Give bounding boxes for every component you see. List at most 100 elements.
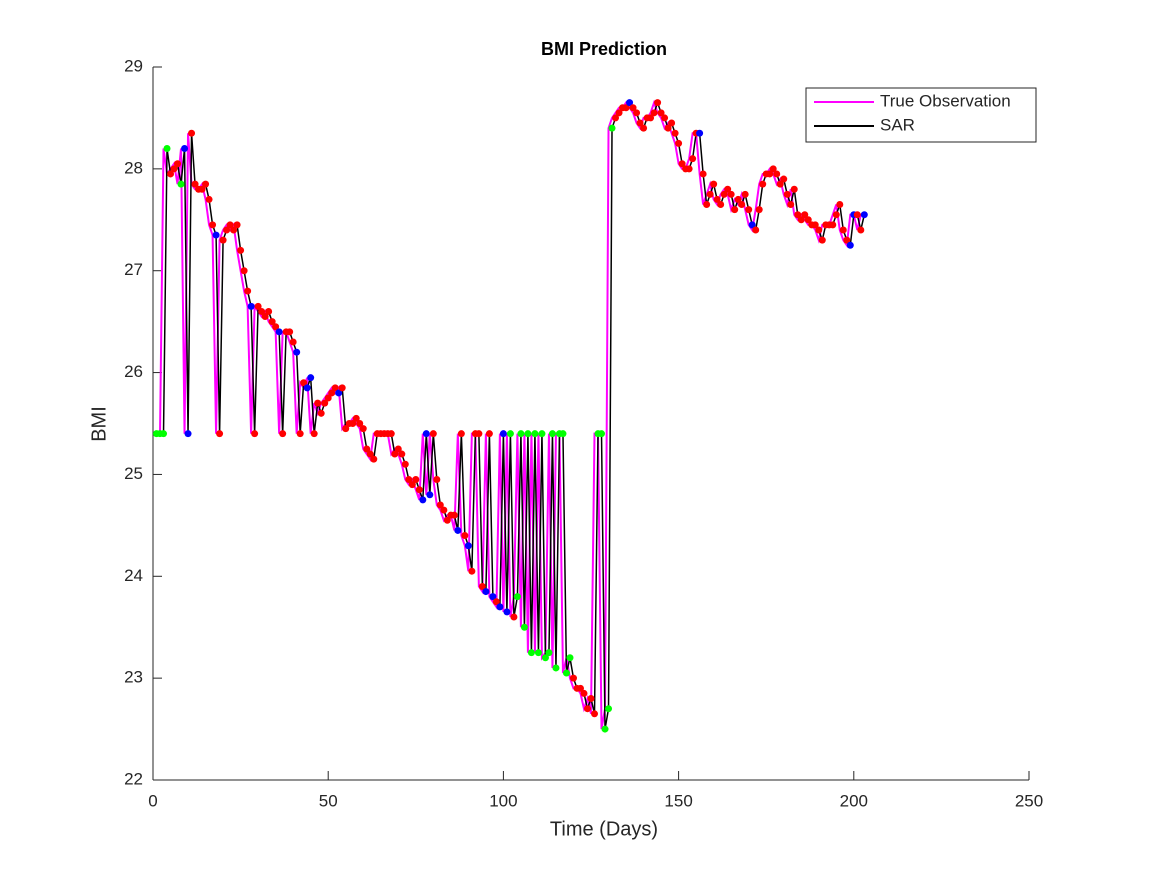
data-point bbox=[359, 425, 367, 433]
data-point bbox=[710, 180, 718, 188]
data-point bbox=[177, 180, 185, 188]
data-point bbox=[286, 328, 294, 336]
data-point bbox=[489, 593, 497, 601]
data-point bbox=[717, 201, 725, 209]
data-point bbox=[391, 450, 399, 458]
data-point bbox=[748, 221, 756, 229]
data-point bbox=[468, 567, 476, 575]
data-point bbox=[254, 302, 262, 310]
data-point bbox=[433, 476, 441, 484]
data-point bbox=[811, 221, 819, 229]
data-point bbox=[836, 201, 844, 209]
y-tick-label: 25 bbox=[124, 464, 143, 483]
data-point bbox=[272, 323, 280, 331]
data-point bbox=[387, 430, 395, 438]
data-point bbox=[608, 124, 616, 132]
y-tick-label: 24 bbox=[124, 566, 143, 585]
data-point bbox=[496, 603, 504, 611]
data-point bbox=[398, 450, 406, 458]
data-point bbox=[576, 684, 584, 692]
data-point bbox=[853, 211, 861, 219]
data-point bbox=[622, 104, 630, 112]
data-point bbox=[832, 211, 840, 219]
data-point bbox=[829, 221, 837, 229]
data-point bbox=[464, 542, 472, 550]
data-point bbox=[766, 170, 774, 178]
data-point bbox=[839, 226, 847, 234]
data-point bbox=[601, 725, 609, 733]
series-line bbox=[156, 99, 865, 730]
data-point bbox=[626, 99, 634, 107]
data-point bbox=[170, 165, 178, 173]
data-point bbox=[636, 119, 644, 127]
data-point bbox=[422, 430, 430, 438]
data-point bbox=[580, 689, 588, 697]
data-point bbox=[818, 236, 826, 244]
data-point bbox=[527, 649, 535, 657]
data-point bbox=[401, 460, 409, 468]
data-point bbox=[216, 430, 224, 438]
data-point bbox=[356, 420, 364, 427]
data-point bbox=[174, 160, 182, 168]
data-point bbox=[615, 109, 623, 117]
data-point bbox=[289, 338, 297, 346]
data-point bbox=[724, 185, 732, 193]
data-point bbox=[520, 623, 528, 631]
data-point bbox=[454, 526, 462, 534]
data-point bbox=[566, 654, 574, 662]
data-point bbox=[226, 221, 234, 229]
data-point bbox=[664, 124, 672, 132]
data-point bbox=[293, 348, 301, 356]
data-point bbox=[531, 430, 539, 438]
data-point bbox=[713, 195, 721, 203]
data-point bbox=[650, 109, 658, 117]
data-point bbox=[524, 430, 532, 438]
data-point bbox=[223, 226, 231, 234]
data-point bbox=[506, 430, 514, 438]
data-point bbox=[860, 211, 868, 219]
data-point bbox=[513, 593, 521, 601]
data-point bbox=[279, 430, 287, 438]
data-point bbox=[394, 445, 402, 453]
y-tick-label: 23 bbox=[124, 668, 143, 687]
data-point bbox=[408, 481, 416, 489]
x-tick-label: 50 bbox=[319, 791, 338, 810]
data-point bbox=[591, 710, 599, 718]
data-point bbox=[734, 195, 742, 203]
data-point bbox=[184, 430, 192, 438]
data-point bbox=[405, 476, 413, 484]
data-point bbox=[654, 99, 662, 107]
data-point bbox=[776, 180, 784, 188]
y-tick-label: 22 bbox=[124, 769, 143, 788]
data-point bbox=[450, 511, 458, 519]
data-point bbox=[244, 287, 252, 295]
data-point bbox=[773, 170, 781, 178]
data-point bbox=[552, 664, 560, 672]
data-point bbox=[167, 170, 175, 178]
data-point bbox=[268, 318, 276, 326]
data-point bbox=[331, 384, 339, 392]
data-point bbox=[198, 185, 206, 193]
data-point bbox=[233, 221, 241, 229]
legend-label: SAR bbox=[880, 115, 915, 134]
data-point bbox=[237, 246, 245, 254]
data-point bbox=[181, 144, 189, 152]
data-point bbox=[485, 430, 493, 438]
data-point bbox=[517, 430, 525, 438]
data-point bbox=[314, 399, 322, 407]
data-point bbox=[689, 155, 697, 163]
data-point bbox=[569, 674, 577, 682]
data-point bbox=[202, 180, 210, 188]
data-point bbox=[163, 144, 171, 152]
data-point bbox=[857, 226, 865, 234]
data-point bbox=[212, 231, 220, 239]
data-point bbox=[296, 430, 304, 438]
data-point bbox=[352, 414, 360, 422]
data-point bbox=[310, 430, 318, 438]
data-point bbox=[706, 190, 714, 198]
data-point bbox=[534, 649, 542, 657]
data-point bbox=[251, 430, 259, 438]
data-point bbox=[317, 409, 325, 417]
data-point bbox=[843, 236, 851, 244]
